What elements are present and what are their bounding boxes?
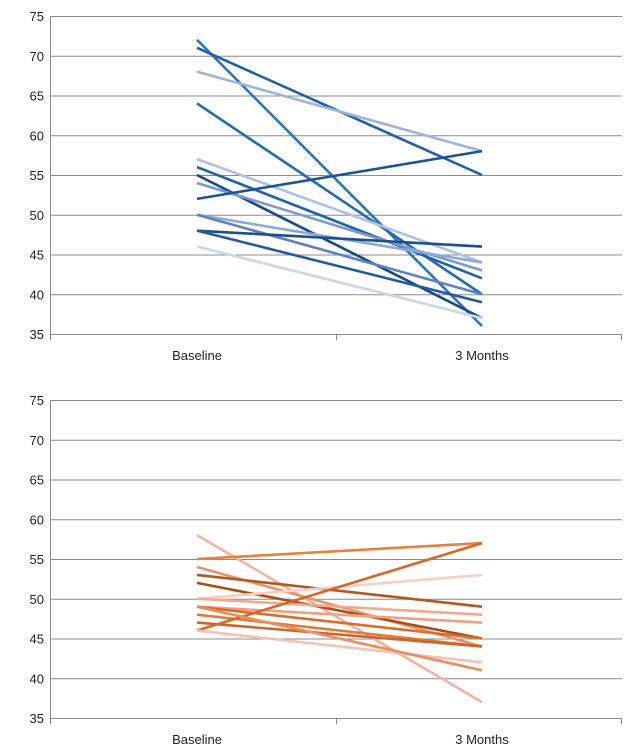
y-tick-label: 35: [30, 711, 44, 726]
y-tick-label: 70: [30, 433, 44, 448]
x-category-label: Baseline: [172, 732, 222, 747]
y-tick-label: 65: [30, 473, 44, 488]
series-line-2: [196, 541, 483, 561]
y-tick-label: 40: [30, 287, 44, 302]
series-line-9: [196, 149, 483, 201]
series-line-11: [196, 213, 483, 296]
series-line-7: [196, 597, 483, 616]
y-tick-label: 75: [30, 393, 44, 408]
series-line-4: [196, 102, 483, 296]
chart-panel-1: 35 40 45 50 55 60 65 70 75 Baseline 3 Months: [30, 9, 622, 363]
series-line-6: [196, 165, 483, 280]
y-tick-label: 45: [30, 248, 44, 263]
x-category-label: 3 Months: [455, 732, 509, 747]
y-tick-label: 35: [30, 327, 44, 342]
chart-panel-2: 35 40 45 50 55 60 65 70 75 Baseline 3 Months: [30, 393, 622, 747]
y-tick-label: 45: [30, 632, 44, 647]
series-line-8: [196, 605, 483, 624]
series-line-1: [196, 534, 483, 704]
series-line-11: [196, 621, 483, 648]
series-line-1: [196, 38, 483, 327]
series-line-5: [196, 581, 483, 640]
series-line-14: [196, 605, 483, 672]
y-tick-label: 50: [30, 208, 44, 223]
y-tick-label: 60: [30, 512, 44, 527]
x-category-label: 3 Months: [455, 348, 509, 363]
series-line-3: [196, 70, 483, 153]
series-line-12: [196, 229, 483, 248]
series-line-13: [196, 229, 483, 304]
series-line-5: [196, 157, 483, 264]
series-line-10: [196, 613, 483, 648]
y-tick-label: 55: [30, 552, 44, 567]
x-category-label: Baseline: [172, 348, 222, 363]
y-tick-label: 65: [30, 89, 44, 104]
series-line-13: [196, 629, 483, 664]
series-line-8: [196, 181, 483, 272]
y-tick-label: 60: [30, 128, 44, 143]
y-tick-label: 70: [30, 49, 44, 64]
y-tick-label: 75: [30, 9, 44, 24]
series-line-14: [196, 245, 483, 320]
series-line-4: [196, 573, 483, 608]
y-tick-label: 55: [30, 168, 44, 183]
y-tick-label: 40: [30, 671, 44, 686]
series-line-9: [196, 605, 483, 640]
y-tick-label: 50: [30, 592, 44, 607]
